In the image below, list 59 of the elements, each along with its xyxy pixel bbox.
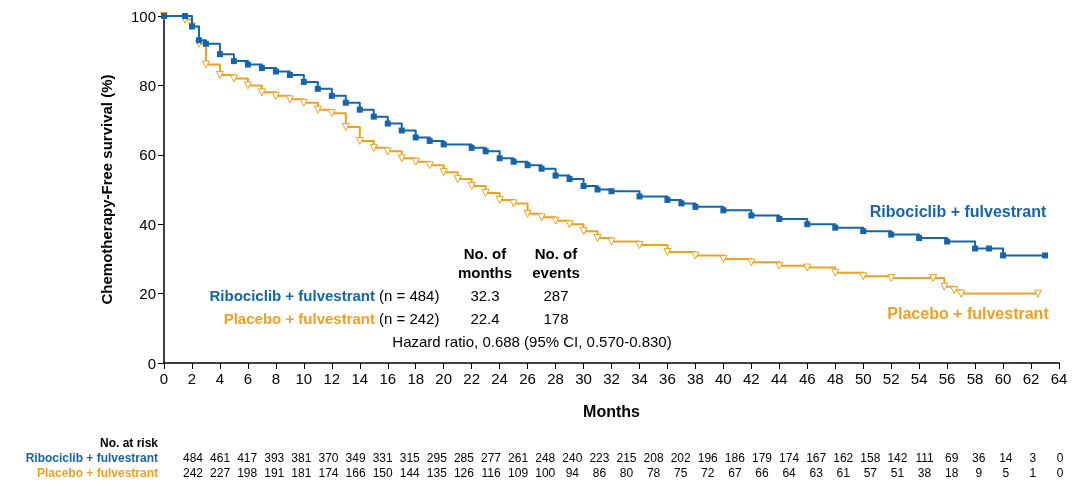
y-tick-label: 60: [139, 146, 156, 164]
x-tick-label: 26: [519, 370, 536, 387]
x-tick-label: 30: [575, 370, 592, 387]
x-tick-label: 48: [826, 370, 844, 387]
x-tick-label: 42: [743, 370, 760, 387]
series-label: Ribociclib + fulvestrant: [869, 202, 1047, 220]
x-tick-label: 36: [659, 370, 676, 387]
x-tick-label: 34: [631, 370, 648, 387]
x-tick-label: 18: [407, 370, 425, 387]
annotation: No. of months: [457, 245, 513, 281]
y-tick-label: 40: [139, 215, 156, 233]
x-tick-label: 58: [966, 370, 984, 387]
x-tick-label: 60: [994, 370, 1012, 387]
x-tick-label: 4: [215, 370, 225, 387]
x-tick-label: 0: [159, 370, 169, 387]
annotation: 32.3: [470, 286, 500, 304]
x-tick-label: 6: [243, 370, 253, 387]
x-tick-label: 56: [938, 370, 956, 387]
text: Ribociclib + fulvestrant: [25, 451, 158, 465]
text: 242 227 198 191 181 174 166 150 144 135 126 116 109 100 94 86 80 78 75 72 67 66 64 63 61 57 51 38 18 9 5 1 0: [182, 466, 1064, 480]
x-tick-label: 28: [547, 370, 564, 387]
x-tick-label: 8: [271, 370, 281, 387]
annotation: 287: [543, 286, 569, 304]
x-tick-label: 32: [603, 370, 620, 387]
x-tick-label: 64: [1050, 370, 1068, 387]
x-tick-label: 10: [295, 370, 313, 387]
x-tick-label: 52: [882, 370, 900, 387]
y-tick-label: 0: [147, 354, 156, 372]
x-tick-label: 2: [187, 370, 197, 387]
annotation: (n = 242): [379, 309, 440, 327]
annotation: No. of events: [532, 245, 580, 281]
y-tick-label: 80: [139, 76, 156, 94]
annotation: 22.4: [470, 309, 500, 327]
x-tick-label: 22: [463, 370, 480, 387]
annotation: Hazard ratio, 0.688 (95% CI, 0.570-0.830): [392, 332, 672, 350]
x-tick-label: 20: [435, 370, 453, 387]
y-axis-title: Chemotherapy-Free survival (%): [98, 74, 115, 305]
x-tick-label: 38: [687, 370, 704, 387]
text: Placebo + fulvestrant: [36, 466, 158, 480]
x-tick-label: 40: [715, 370, 732, 387]
series-label: Placebo + fulvestrant: [887, 304, 1050, 322]
x-tick-label: 16: [379, 370, 397, 387]
x-tick-label: 46: [798, 370, 816, 387]
x-tick-label: 50: [854, 370, 872, 387]
x-axis-title: Months: [583, 402, 641, 420]
annotation: 178: [543, 309, 569, 327]
x-tick-label: 54: [910, 370, 928, 387]
text: Placebo + fulvestrant: [223, 309, 375, 327]
x-tick-label: 44: [770, 370, 788, 387]
x-tick-label: 62: [1022, 370, 1040, 387]
annotation: (n = 484): [379, 286, 440, 304]
x-tick-label: 12: [323, 370, 341, 387]
y-tick-label: 100: [130, 7, 156, 25]
y-tick-label: 20: [139, 285, 156, 303]
text: Ribociclib + fulvestrant: [209, 286, 375, 304]
x-tick-label: 24: [491, 370, 508, 387]
text: No. at risk: [99, 436, 159, 450]
x-tick-label: 14: [351, 370, 369, 387]
text: 484 461 417 393 381 370 349 331 315 295 285 277 261 248 240 223 215 208 202 196 186 179 174 167 162 158 142 111 69 36 14 3 0: [182, 451, 1064, 465]
